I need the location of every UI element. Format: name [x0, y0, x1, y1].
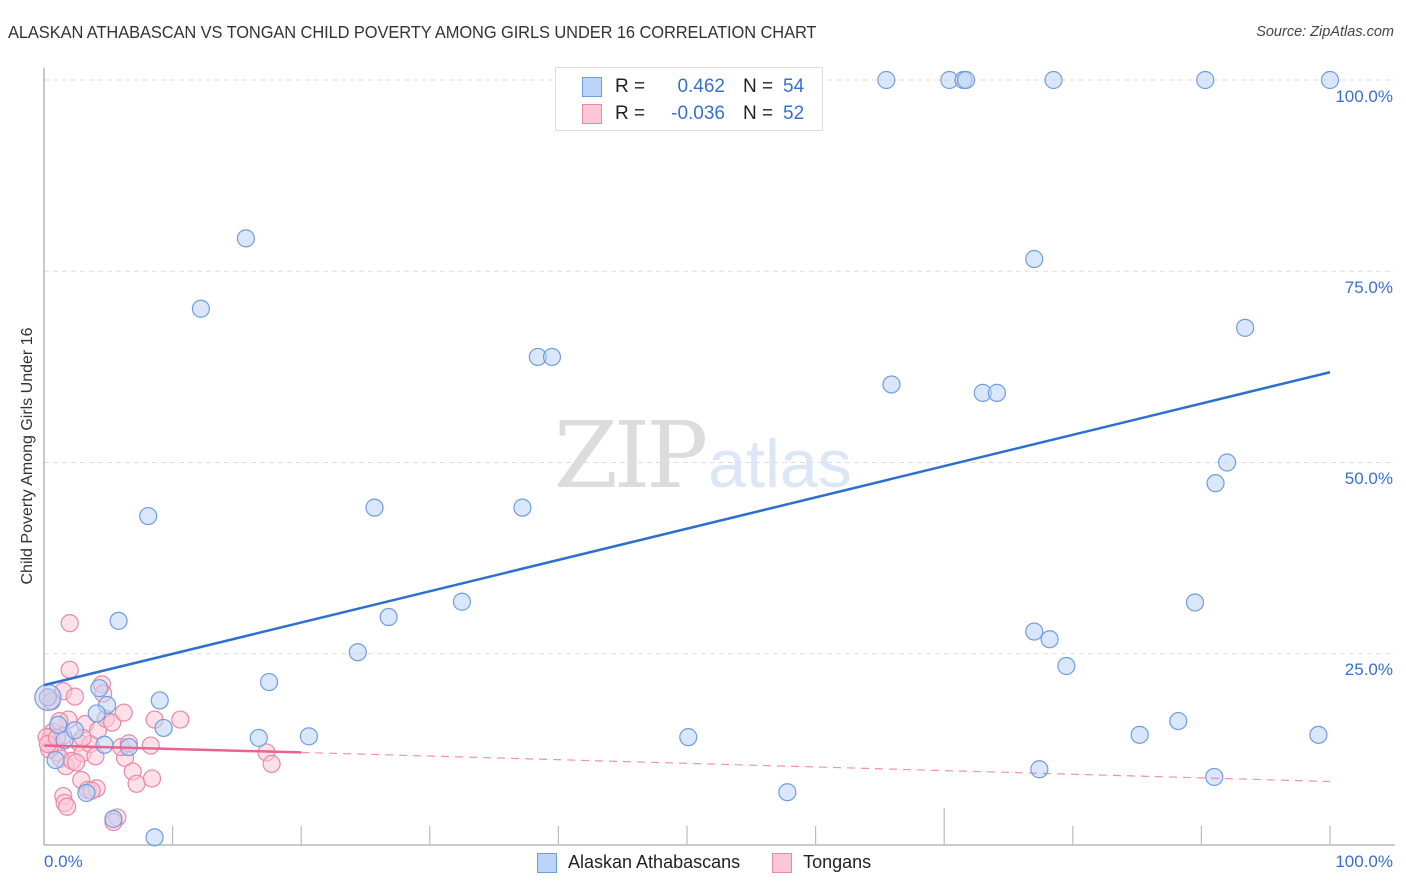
data-point[interactable]: [58, 797, 77, 816]
data-point[interactable]: [142, 769, 162, 788]
axes: [43, 68, 1395, 846]
data-point[interactable]: [299, 727, 319, 746]
data-point[interactable]: [65, 687, 84, 706]
legend-row-alaskan-athabascans: R = 0.462 N = 54: [582, 75, 804, 99]
data-point[interactable]: [104, 809, 123, 829]
data-point[interactable]: [1309, 725, 1328, 744]
x-tick-100: 100.0%: [1335, 852, 1393, 871]
data-point[interactable]: [1169, 711, 1188, 731]
y-tick-100: 100.0%: [1335, 87, 1393, 106]
data-point[interactable]: [236, 229, 256, 248]
data-point[interactable]: [249, 728, 268, 748]
data-point[interactable]: [46, 750, 65, 770]
n-label: N =: [743, 76, 774, 97]
series-legend: Alaskan Athabascans Tongans: [537, 852, 903, 873]
data-point[interactable]: [87, 704, 106, 723]
y-tick-75: 75.0%: [1344, 278, 1393, 297]
data-point[interactable]: [1185, 593, 1205, 612]
alaskan-athabascans-points: [34, 70, 1340, 847]
data-point[interactable]: [150, 691, 169, 710]
legend-item-alaskan-athabascans[interactable]: Alaskan Athabascans: [537, 852, 740, 873]
data-point[interactable]: [1218, 453, 1237, 472]
data-point[interactable]: [452, 592, 472, 611]
gridlines: [44, 79, 1395, 655]
legend-swatch-pink: [582, 104, 602, 124]
data-point[interactable]: [542, 347, 562, 367]
data-point[interactable]: [1205, 767, 1224, 787]
r-label: R =: [615, 76, 646, 97]
data-point[interactable]: [1206, 474, 1225, 493]
legend-label: Tongans: [803, 852, 872, 872]
data-point[interactable]: [348, 643, 367, 662]
data-point[interactable]: [1236, 318, 1255, 337]
x-tick-0: 0.0%: [44, 852, 83, 871]
data-point[interactable]: [65, 721, 84, 740]
trendline-alaskan-athabascans: [43, 371, 1331, 687]
trendline-tongans-dashed: [301, 751, 1331, 783]
n-value: 54: [783, 76, 805, 97]
data-point[interactable]: [109, 611, 128, 630]
data-point[interactable]: [1130, 725, 1149, 744]
data-point[interactable]: [77, 783, 96, 803]
legend-row-tongans: R = -0.036 N = 52: [582, 102, 804, 126]
y-tick-50: 50.0%: [1344, 469, 1393, 488]
data-point[interactable]: [103, 713, 122, 732]
data-point[interactable]: [60, 614, 79, 633]
trendlines: [43, 371, 1331, 783]
data-point[interactable]: [1044, 70, 1063, 90]
data-point[interactable]: [262, 754, 281, 774]
data-point[interactable]: [114, 703, 133, 722]
data-point[interactable]: [365, 498, 384, 517]
r-value: -0.036: [671, 103, 725, 124]
source-label: Source: ZipAtlas.com: [1256, 24, 1394, 40]
data-point[interactable]: [1025, 249, 1044, 269]
data-point[interactable]: [877, 70, 896, 90]
n-label: N =: [743, 103, 774, 124]
data-point[interactable]: [778, 783, 797, 802]
y-axis-label: Child Poverty Among Girls Under 16: [19, 327, 36, 585]
data-point[interactable]: [191, 299, 210, 318]
data-point[interactable]: [1320, 70, 1340, 90]
data-point-large[interactable]: [34, 683, 62, 711]
data-point[interactable]: [1025, 622, 1044, 641]
data-point[interactable]: [49, 715, 68, 734]
data-point[interactable]: [379, 607, 398, 627]
data-point[interactable]: [67, 753, 86, 772]
trendline-tongans-solid: [43, 744, 302, 754]
y-tick-25: 25.0%: [1344, 660, 1393, 679]
data-point[interactable]: [1040, 630, 1059, 649]
data-point[interactable]: [882, 375, 901, 394]
data-point[interactable]: [139, 506, 158, 526]
legend-swatch-blue: [537, 852, 557, 873]
data-point[interactable]: [259, 672, 279, 692]
r-label: R =: [615, 103, 646, 124]
data-point[interactable]: [679, 728, 698, 747]
data-point[interactable]: [956, 70, 976, 90]
r-value: 0.462: [677, 76, 725, 97]
legend-swatch-pink: [772, 852, 793, 873]
chart-title: ALASKAN ATHABASCAN VS TONGAN CHILD POVER…: [8, 22, 817, 42]
legend-item-tongans[interactable]: Tongans: [772, 852, 871, 873]
data-point[interactable]: [1057, 656, 1076, 676]
data-point[interactable]: [60, 660, 79, 679]
data-point[interactable]: [513, 498, 532, 517]
legend-label: Alaskan Athabascans: [568, 852, 741, 872]
data-point[interactable]: [95, 735, 114, 754]
legend-swatch-blue: [582, 77, 602, 97]
data-point[interactable]: [145, 828, 164, 847]
n-value: 52: [783, 103, 805, 124]
correlation-legend: R = 0.462 N = 54 R = -0.036 N = 52: [555, 67, 823, 131]
data-point[interactable]: [127, 774, 146, 793]
data-point[interactable]: [987, 383, 1007, 402]
data-point[interactable]: [1030, 760, 1049, 779]
data-point[interactable]: [1196, 70, 1215, 90]
data-point[interactable]: [171, 710, 190, 729]
data-point[interactable]: [90, 679, 109, 698]
data-point[interactable]: [141, 736, 160, 755]
data-point[interactable]: [154, 718, 173, 738]
